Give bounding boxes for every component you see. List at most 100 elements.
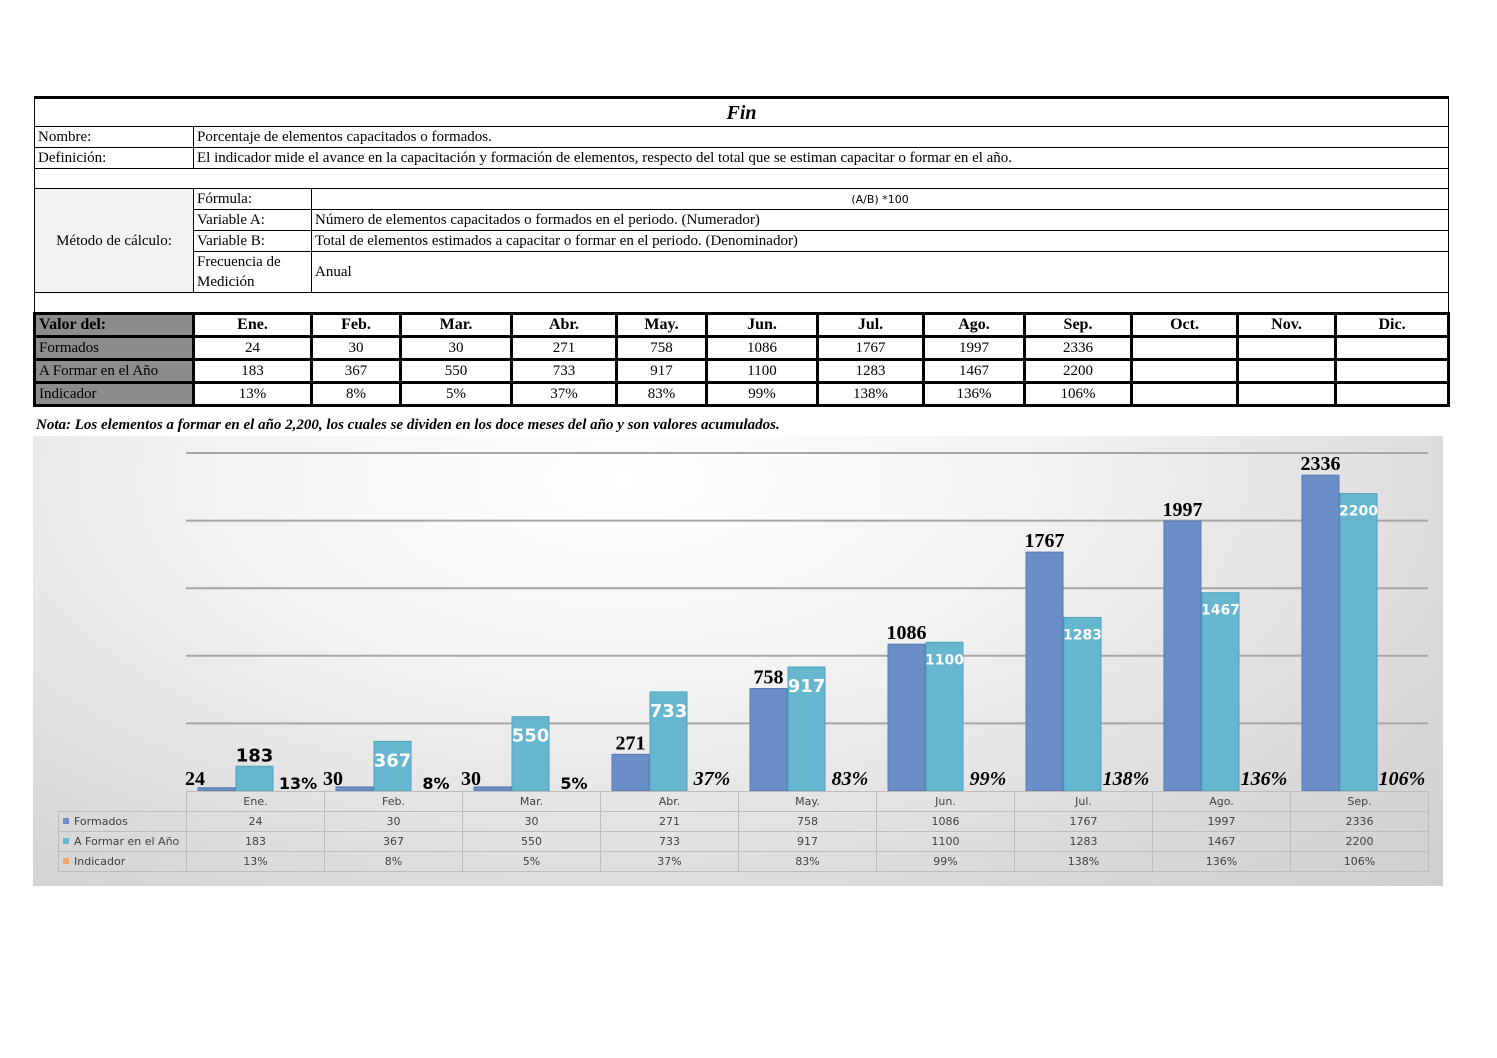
bar-a-formar (235, 765, 274, 792)
data-label-indicador: 83% (832, 768, 869, 790)
legend-swatch (63, 818, 69, 824)
data-value: 1086 (876, 811, 1015, 832)
month-header: May. (615, 312, 708, 338)
data-label-a-formar: 367 (374, 750, 412, 771)
data-value: 1100 (876, 831, 1015, 852)
cell: 138% (816, 381, 925, 407)
category-label: Jun. (876, 791, 1015, 812)
bar-a-formar (649, 691, 688, 792)
data-value: 136% (1152, 851, 1291, 872)
data-value: 83% (738, 851, 877, 872)
category-label: Mar. (462, 791, 601, 812)
nombre-value: Porcentaje de elementos capacitados o fo… (192, 126, 1450, 148)
data-value: 183 (186, 831, 325, 852)
cell: 83% (615, 381, 708, 407)
data-label-indicador: 99% (970, 768, 1007, 790)
footnote: Nota: Los elementos a formar en el año 2… (36, 417, 780, 433)
month-header: Jun. (705, 312, 819, 338)
formula-text: (A/B) *100 (851, 192, 909, 206)
data-label-formados: 2336 (1301, 453, 1341, 475)
data-label-a-formar: 1283 (1063, 628, 1102, 644)
formula-label: Fórmula: (193, 188, 312, 210)
chart-data-table: Ene. Feb. Mar. Abr. May. Jun. Jul. Ago. Sep. Form… (58, 791, 1429, 872)
cell: 2200 (1023, 358, 1133, 384)
legend-row: A Formar en el Año 183 367 550 733 917 1100 128… (58, 831, 1429, 852)
valor-del-label: Valor del: (33, 312, 195, 338)
data-value: 30 (462, 811, 601, 832)
data-label-a-formar: 2200 (1339, 504, 1378, 520)
legend-entry: A Formar en el Año (58, 831, 187, 852)
category-label: Sep. (1290, 791, 1429, 812)
data-label-formados: 758 (754, 667, 784, 689)
legend-entry: Indicador (58, 851, 187, 872)
data-value: 24 (186, 811, 325, 832)
data-label-indicador: 5% (560, 774, 587, 793)
bar-a-formar (1063, 617, 1102, 792)
month-header: Ene. (192, 312, 313, 338)
data-value: 758 (738, 811, 877, 832)
cell (1236, 335, 1337, 361)
bar-formados (749, 688, 788, 792)
category-label: Jul. (1014, 791, 1153, 812)
data-value: 37% (600, 851, 739, 872)
cell: 1467 (922, 358, 1026, 384)
data-value: 13% (186, 851, 325, 872)
row-label: Formados (33, 335, 195, 361)
series-name: A Formar en el Año (74, 835, 180, 848)
bar-formados (1163, 520, 1202, 792)
data-value: 99% (876, 851, 1015, 872)
cell: 30 (399, 335, 513, 361)
data-label-a-formar: 1100 (925, 652, 964, 668)
data-value: 8% (324, 851, 463, 872)
sheet-title: Fin (33, 96, 1450, 127)
data-label-indicador: 13% (279, 774, 317, 793)
cell: 758 (615, 335, 708, 361)
bar-formados (1301, 474, 1340, 792)
bar-formados (1025, 551, 1064, 792)
cell (1333, 381, 1451, 407)
cell: 1767 (816, 335, 925, 361)
data-value: 550 (462, 831, 601, 852)
legend-entry: Formados (58, 811, 187, 832)
bar-a-formar (511, 716, 550, 792)
table-row: Indicador 13% 8% 5% 37% 83% 99% 138% 136… (33, 381, 1451, 407)
cell: 136% (922, 381, 1026, 407)
data-label-formados: 24 (185, 768, 205, 790)
cell: 1997 (922, 335, 1026, 361)
data-label-indicador: 106% (1379, 768, 1426, 790)
cell: 917 (615, 358, 708, 384)
category-label: Abr. (600, 791, 739, 812)
bar-a-formar (1201, 592, 1240, 792)
cell: 367 (310, 358, 402, 384)
legend-swatch (63, 838, 69, 844)
cell: 733 (510, 358, 618, 384)
definicion-label: Definición: (34, 147, 194, 169)
month-header: Oct. (1130, 312, 1239, 338)
data-label-indicador: 138% (1103, 768, 1150, 790)
data-label-formados: 271 (616, 732, 646, 754)
cell: 1100 (705, 358, 819, 384)
cell: 37% (510, 381, 618, 407)
category-label: Ago. (1152, 791, 1291, 812)
indicator-sheet: Fin Nombre: Porcentaje de elementos capa… (33, 96, 1451, 407)
variable-a-label: Variable A: (193, 209, 312, 231)
data-value: 1767 (1014, 811, 1153, 832)
series-name: Indicador (74, 855, 126, 868)
data-value: 138% (1014, 851, 1153, 872)
data-label-a-formar: 1467 (1201, 603, 1240, 619)
data-label-a-formar: 183 (236, 745, 274, 766)
category-label: Feb. (324, 791, 463, 812)
nombre-label: Nombre: (34, 126, 194, 148)
data-label-indicador: 8% (422, 774, 449, 793)
row-label: Indicador (33, 381, 195, 407)
month-header: Ago. (922, 312, 1026, 338)
metodo-label: Método de cálculo: (34, 188, 194, 293)
table-row: Formados 24 30 30 271 758 1086 1767 1997… (33, 335, 1451, 361)
month-header: Abr. (510, 312, 618, 338)
spacer-row (33, 168, 1450, 189)
data-value: 30 (324, 811, 463, 832)
series-name: Formados (74, 815, 128, 828)
data-value: 271 (600, 811, 739, 832)
formula-value: (A/B) *100 (310, 188, 1450, 210)
cell: 8% (310, 381, 402, 407)
